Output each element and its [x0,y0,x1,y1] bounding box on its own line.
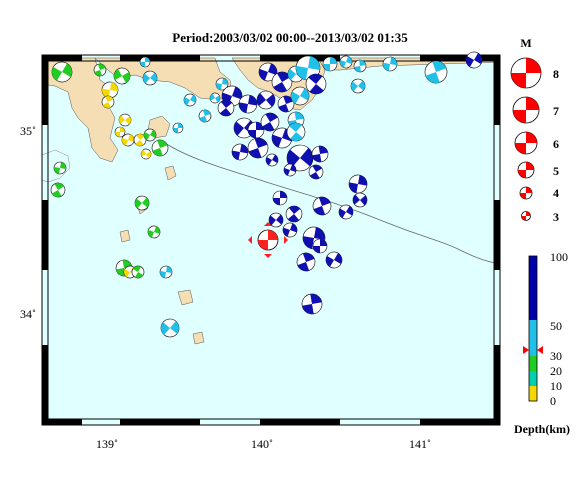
lon-tick-139: 139˚ [96,437,118,451]
focal-mechanism-symbol [114,126,126,138]
focal-mechanism-symbol [271,71,293,93]
focal-mechanism-symbol [339,55,353,69]
focal-mechanisms [50,51,483,338]
focal-mechanism-symbol [159,265,173,279]
magnitude-label-5: 5 [553,164,559,178]
focal-mechanism-symbol [465,51,483,69]
magnitude-label-4: 4 [553,186,559,200]
magnitude-legend: M 8 7 6 5 4 3 [510,36,559,224]
depth-tick-20: 20 [550,364,562,378]
focal-mechanism-symbol [424,60,448,84]
sagami-trough-line [159,139,501,265]
focal-mechanism-symbol [312,196,332,216]
focal-mechanism-symbol [265,153,279,167]
depth-scale-title: Depth(km) [514,422,570,436]
depth-tick-0: 0 [550,394,556,408]
focal-mechanism-symbol [268,212,284,228]
focal-mechanism-symbol [142,70,158,86]
period-title: Period:2003/03/02 00:00--2013/03/02 01:3… [172,30,408,45]
focal-mechanism-symbol [209,92,221,104]
focal-mechanism-symbol [308,164,324,180]
depth-tick-30: 30 [550,349,562,363]
focal-mechanism-symbol [140,148,152,160]
lon-tick-141: 141˚ [409,437,431,451]
focal-mechanism-symbol [151,139,169,157]
focal-mechanism-symbol [301,293,323,315]
focal-mechanism-symbol [183,93,197,107]
focal-mechanism-symbol [121,133,135,147]
focal-mechanism-symbol [322,56,338,72]
focal-mechanism-symbol [260,112,280,132]
focal-mechanism-symbol [231,143,249,161]
focal-mechanism-symbol [113,67,131,85]
focal-mechanism-symbol [51,61,73,83]
focal-mechanism-symbol [285,205,303,223]
lon-tick-140: 140˚ [251,437,273,451]
magnitude-label-7: 7 [553,104,559,118]
magnitude-label-6: 6 [553,137,559,151]
focal-mechanism-symbol [143,128,157,142]
focal-mechanism-symbol [238,94,258,114]
focal-mechanism-symbol [382,56,398,72]
depth-tick-100: 100 [550,250,568,264]
focal-mechanism-symbol [147,225,161,239]
focal-mechanism-symbol [247,137,269,159]
focal-mechanism-symbol [101,81,119,99]
focal-mechanism-symbol [305,73,327,95]
focal-mechanism-symbol [247,121,265,139]
focal-mechanism-symbol [352,192,368,208]
focal-mechanism-symbol [101,95,115,109]
focal-mechanism-symbol [139,56,151,68]
land-mikura [192,331,205,345]
focal-mechanism-symbol [217,99,235,117]
focal-mechanism-symbol [93,63,107,77]
focal-mechanism-symbol [338,204,354,220]
land-miyake [177,289,194,306]
map-frame-ticks [41,54,501,426]
focal-mechanism-symbol [283,163,297,177]
focal-mechanism-symbol [290,86,310,106]
focal-mechanism-symbol [131,265,145,279]
depth-scale: 100 50 30 20 10 0 Depth(km) [514,250,570,436]
focal-mechanism-symbol [256,90,276,110]
focal-mechanism-symbol [172,122,184,134]
magnitude-legend-title: M [520,36,531,50]
highlight-event-marker [248,222,288,258]
focal-mechanism-symbol [325,251,343,269]
focal-mechanism-symbol [350,78,366,94]
land-kozu [119,229,131,243]
depth-tick-50: 50 [550,319,562,333]
focal-mechanism-symbol [198,109,212,123]
focal-mechanism-symbol [53,161,67,175]
focal-mechanism-symbol [118,113,132,127]
focal-mechanism-symbol [311,145,329,163]
focal-mechanism-symbol [296,252,316,272]
magnitude-label-3: 3 [553,210,559,224]
focal-mechanism-symbol [348,174,368,194]
focal-mechanism-symbol [282,222,298,238]
focal-mechanism-symbol [134,195,150,211]
lat-tick-35: 35˚ [20,124,36,138]
focal-mechanism-symbol [50,182,66,198]
magnitude-label-8: 8 [553,67,559,81]
focal-mechanism-symbol [133,133,147,147]
lat-tick-34: 34˚ [20,307,36,321]
focal-mechanism-symbol [286,122,306,142]
depth-tick-10: 10 [550,379,562,393]
focal-mechanism-symbol [215,77,229,91]
focal-mechanism-symbol [312,238,328,254]
focal-mechanism-symbol [160,318,180,338]
land-toshima [164,165,177,181]
focal-mechanism-symbol [286,144,314,172]
focal-mechanism-symbol [272,190,288,206]
focal-mechanism-symbol [353,59,367,73]
